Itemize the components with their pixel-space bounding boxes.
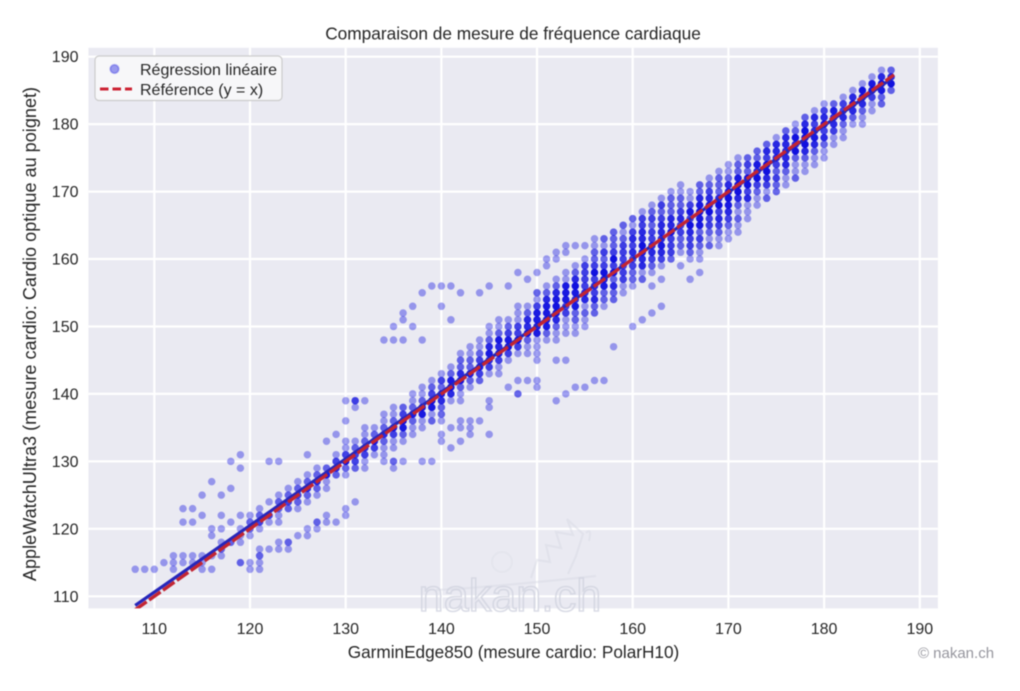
svg-text:© nakan.ch: © nakan.ch	[918, 645, 994, 662]
svg-text:120: 120	[52, 521, 79, 538]
svg-text:140: 140	[52, 386, 79, 403]
svg-text:GarminEdge850 (mesure cardio:: GarminEdge850 (mesure cardio: PolarH10)	[348, 642, 680, 662]
svg-text:Comparaison de mesure de fréqu: Comparaison de mesure de fréquence cardi…	[325, 24, 701, 44]
svg-text:160: 160	[52, 252, 79, 269]
svg-text:160: 160	[619, 621, 646, 638]
svg-text:120: 120	[237, 621, 264, 638]
svg-text:130: 130	[332, 621, 359, 638]
svg-text:110: 110	[53, 589, 79, 606]
svg-text:180: 180	[811, 621, 838, 638]
svg-text:140: 140	[428, 621, 455, 638]
svg-text:170: 170	[52, 184, 79, 201]
svg-text:Référence (y = x): Référence (y = x)	[140, 82, 263, 99]
svg-text:AppleWatchUltra3 (mesure cardi: AppleWatchUltra3 (mesure cardio: Cardio …	[20, 87, 40, 581]
svg-text:190: 190	[906, 621, 933, 638]
svg-text:190: 190	[52, 49, 79, 66]
svg-text:130: 130	[52, 454, 79, 471]
svg-text:110: 110	[142, 621, 168, 638]
svg-text:170: 170	[715, 621, 742, 638]
svg-text:nakan.ch: nakan.ch	[419, 570, 602, 621]
svg-text:180: 180	[52, 117, 79, 134]
svg-text:Régression linéaire: Régression linéaire	[140, 62, 277, 79]
svg-text:150: 150	[52, 319, 79, 336]
svg-text:150: 150	[524, 621, 551, 638]
